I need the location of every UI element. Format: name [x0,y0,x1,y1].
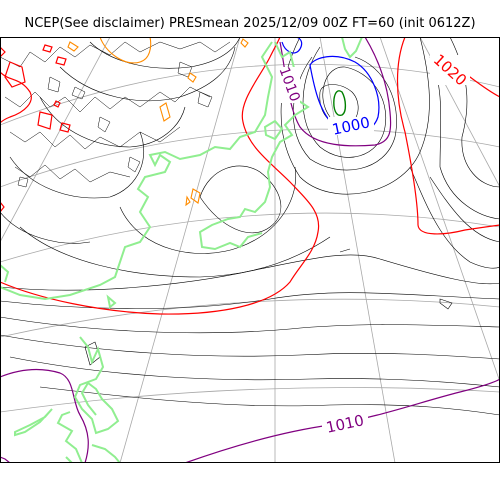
isobar-1020-west [0,36,320,315]
coastline-segment-4 [341,36,363,59]
latitude-line-5 [0,387,500,413]
isobar-990-center [333,90,347,116]
isobar-990 [333,90,347,116]
isobar-minor-5 [9,356,500,388]
isobar-minor-19 [39,96,186,148]
longitude-line-5 [379,36,500,383]
isobar-minor-8 [292,56,397,171]
isobar-1020-nw-1 [0,71,32,124]
isobar-minor-23 [439,298,453,310]
isobar-minor-6 [39,386,500,416]
longitude-line-2 [119,36,241,464]
isobar-minor-2 [0,292,500,309]
label-1010-north-bg [280,67,300,103]
isobar-1030 [67,36,249,207]
isobar-1000-main [309,55,380,135]
terrain-contour-1 [0,41,231,68]
coastline-segment-11 [106,294,117,309]
label-1020-bg [430,55,470,85]
isobar-1020-nw-4 [37,111,53,130]
terrain-contour-6 [71,86,86,100]
isobar-1020-nw-6 [42,44,53,53]
isobar-minor-3 [0,316,500,334]
longitude-line-1 [0,36,111,243]
isobar-1030-5 [240,38,249,48]
isobar-minor-21 [429,176,500,243]
isobar-1010-sw [0,368,89,464]
isobar-minor-16 [9,131,144,199]
terrain-contour-4 [14,164,131,183]
isobar-minor-22 [409,166,500,269]
map-svg: 1000 1010 1020 1010 [0,36,500,464]
coastline-segment-8 [14,408,53,437]
latitude-line-2 [0,128,500,188]
isobar-minor-18 [89,36,241,69]
terrain-contour-9 [17,176,29,188]
isobar-1020-nw-8 [53,100,61,108]
coastline-segment-7 [56,411,83,464]
coastline-segment-5 [0,264,10,283]
isobar-1030-6 [190,188,201,204]
terrain-contour-11 [197,91,213,108]
isobar-minor-7 [302,46,387,158]
coastline-segment-3 [263,119,284,141]
map-title: NCEP(See disclaimer) PRESmean 2025/12/09… [24,16,476,31]
terrain-contour-8 [127,156,141,173]
isobar-minor-1 [0,254,500,291]
latitude-line-3 [0,212,500,263]
isobar-1010-sw-tail [0,456,11,464]
isobar-minor-15 [19,226,331,278]
isobar-1030-7 [185,195,191,207]
isobar-minor-24 [339,248,351,253]
isobar-1020-east [396,36,500,235]
isobar-1020-nw-3 [0,46,6,58]
isobar-1000 [281,36,380,135]
isobar-1010-south [184,378,500,464]
isobar-1030-3 [67,41,79,52]
isobar-1020-nw-7 [55,56,67,66]
contour-labels: 1000 1010 1020 1010 [275,51,470,437]
isobar-minor-11 [429,56,500,220]
label-1010-south-bg [322,413,368,433]
isobar-1020-nw-2 [4,61,26,88]
isobar-1030-2 [159,102,171,122]
isobar-minor-13 [199,165,282,234]
longitude-line-4 [319,36,396,464]
terrain-contour-2 [4,86,211,113]
terrain-contour-3 [9,126,181,150]
coastline-segment-9 [91,444,121,464]
isobar-1020-nw-5 [59,122,71,133]
terrain-contour-7 [97,116,111,133]
pressure-map: 1000 1010 1020 1010 [0,36,500,464]
terrain-contour-5 [47,76,61,93]
isobar-minor-20 [0,211,91,244]
coastline-segment-1 [0,41,274,301]
isobar-1030-1 [99,36,152,64]
label-1000-bg [328,117,374,135]
terrain-contours [0,41,231,188]
isobar-1020-west-edge [0,201,5,213]
isobar-1000-small [281,36,303,54]
isobar-1020 [0,36,500,315]
isobar-1030-4 [187,72,197,83]
coastline-segment-6 [73,336,120,435]
